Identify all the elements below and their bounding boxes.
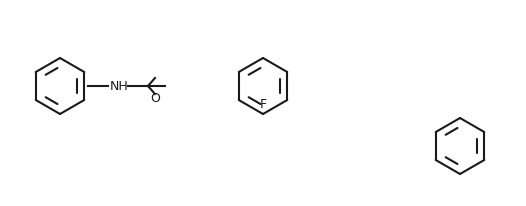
Text: NH: NH (110, 80, 129, 93)
Text: F: F (259, 97, 267, 110)
Text: O: O (150, 92, 160, 105)
